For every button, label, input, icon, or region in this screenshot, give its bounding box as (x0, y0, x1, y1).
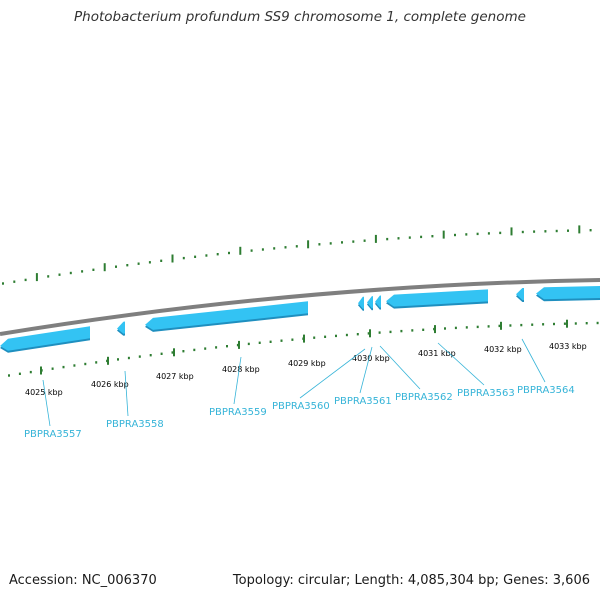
gene-arrow-body (367, 296, 373, 309)
kbp-scale: 4025 kbp 4026 kbp 4027 kbp 4028 kbp 4029 kbp… (25, 342, 587, 397)
kbp-label: 4026 kbp (91, 380, 129, 389)
gene-track (0, 286, 600, 353)
gene-arrow (358, 296, 364, 311)
gene-leader-line (379, 345, 421, 390)
kbp-label: 4030 kbp (352, 354, 390, 363)
kbp-label: 4025 kbp (25, 388, 63, 397)
kbp-label: 4027 kbp (156, 372, 194, 381)
gene-leader-line (124, 370, 129, 417)
gene-leader-line (233, 356, 242, 405)
gene-arrow-body (117, 321, 125, 334)
gene-arrow (536, 286, 600, 302)
gene-leader-line (42, 379, 51, 427)
inner-tick-track (8, 319, 599, 377)
genome-summary-text: Topology: circular; Length: 4,085,304 bp… (232, 573, 590, 588)
gene-arrow-body (0, 326, 90, 351)
gene-label: PBPRA3559 (209, 407, 267, 418)
gene-arrow (386, 289, 488, 309)
kbp-label: 4028 kbp (222, 365, 260, 374)
gene-label: PBPRA3563 (457, 388, 515, 399)
gene-arrow-body (516, 288, 524, 300)
gene-label: PBPRA3558 (106, 419, 164, 430)
gene-arrow-body (375, 295, 381, 308)
gene-label: PBPRA3564 (517, 385, 575, 396)
kbp-label: 4031 kbp (418, 349, 456, 358)
gene-leader-line (299, 348, 366, 399)
gene-arrow-body (536, 286, 600, 300)
gene-arrow (367, 296, 373, 311)
gene-arrow (0, 326, 90, 353)
gene-label: PBPRA3557 (24, 429, 82, 440)
accession-text: Accession: NC_006370 (9, 573, 157, 588)
gene-arrow (145, 301, 308, 332)
kbp-label: 4029 kbp (288, 359, 326, 368)
kbp-label: 4032 kbp (484, 345, 522, 354)
gene-arrow-body (145, 301, 308, 330)
map-title: Photobacterium profundum SS9 chromosome … (74, 9, 526, 25)
gene-arrow-body (358, 296, 364, 309)
gene-arrow (117, 321, 125, 336)
gene-leader-line (437, 342, 485, 386)
gene-leader-line (359, 346, 373, 394)
backbone-line (0, 278, 600, 336)
gene-arrow-body (386, 289, 488, 307)
gene-label: PBPRA3560 (272, 401, 330, 412)
kbp-label: 4033 kbp (549, 342, 587, 351)
gene-labels: PBPRA3557 PBPRA3558 PBPRA3559 PBPRA3560 PBPR… (24, 385, 575, 440)
gene-label: PBPRA3561 (334, 396, 392, 407)
gene-leader-line (521, 338, 546, 383)
outer-tick-track (2, 225, 592, 285)
gene-label: PBPRA3562 (395, 392, 453, 403)
gene-arrow (516, 288, 524, 302)
gene-arrow (375, 295, 381, 310)
gene-label-leaders (42, 338, 546, 427)
chromosome-backbone (0, 278, 600, 336)
